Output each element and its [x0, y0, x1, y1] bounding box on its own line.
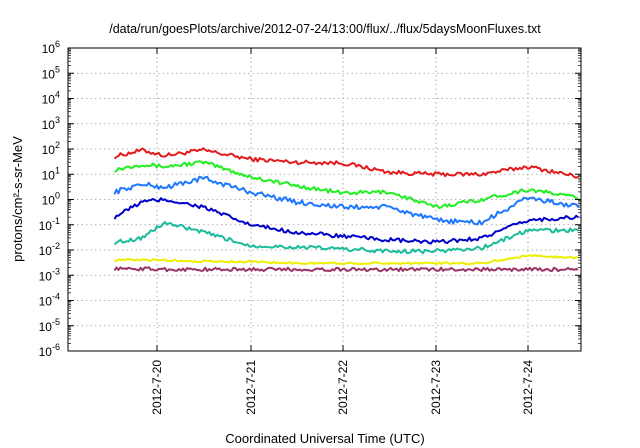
- y-tick-exponent: 1: [55, 165, 60, 175]
- y-tick-exponent: 5: [55, 64, 60, 74]
- y-tick-base: 10: [42, 42, 56, 56]
- y-tick-base: 10: [39, 244, 53, 258]
- x-tick-label: 2012-7-23: [429, 360, 443, 415]
- y-tick-exponent: -5: [52, 317, 60, 327]
- y-tick-base: 10: [39, 295, 53, 309]
- x-tick-label: 2012-7-20: [150, 360, 164, 415]
- x-axis-ticks: 2012-7-20 2012-7-21 2012-7-22 2012-7-23 2012…: [150, 48, 535, 415]
- y-tick-exponent: 3: [55, 115, 60, 125]
- y-tick-base: 10: [42, 143, 56, 157]
- y-tick-exponent: -1: [52, 216, 60, 226]
- y-axis-label: protons/cm²-s-sr-MeV: [10, 136, 25, 262]
- y-tick-label: 10-2: [39, 241, 60, 258]
- y-tick-label: 10-3: [39, 266, 60, 283]
- y-tick-exponent: 0: [55, 191, 60, 201]
- x-axis-label: Coordinated Universal Time (UTC): [225, 431, 424, 446]
- y-tick-base: 10: [39, 269, 53, 283]
- y-tick-exponent: 6: [55, 39, 60, 49]
- series-line: [114, 254, 579, 266]
- y-tick-exponent: -2: [52, 241, 60, 251]
- y-tick-base: 10: [42, 93, 56, 107]
- series-line: [113, 221, 579, 255]
- y-tick-label: 104: [42, 90, 60, 107]
- y-tick-exponent: -3: [52, 266, 60, 276]
- series-line: [113, 266, 579, 273]
- y-tick-base: 10: [42, 194, 56, 208]
- y-tick-label: 10-1: [39, 216, 60, 233]
- y-tick-base: 10: [39, 320, 53, 334]
- y-tick-base: 10: [42, 67, 56, 81]
- series-line: [113, 175, 580, 226]
- y-tick-base: 10: [42, 168, 56, 182]
- y-tick-label: 10-5: [39, 317, 60, 334]
- y-tick-exponent: 2: [55, 140, 60, 150]
- x-tick-label: 2012-7-22: [336, 360, 350, 415]
- y-tick-label: 10-4: [39, 292, 60, 309]
- y-tick-label: 106: [42, 39, 60, 56]
- y-tick-base: 10: [39, 219, 53, 233]
- x-tick-label: 2012-7-21: [244, 360, 258, 415]
- y-tick-label: 102: [42, 140, 60, 157]
- y-tick-base: 10: [42, 118, 56, 132]
- series-line: [113, 147, 579, 179]
- y-tick-label: 105: [42, 64, 60, 81]
- y-tick-label: 103: [42, 115, 60, 132]
- series-lines: [113, 147, 580, 273]
- y-tick-label: 10-6: [39, 342, 60, 359]
- y-axis-ticks: 10-610-510-410-310-210-11001011021031041…: [39, 39, 581, 359]
- y-tick-label: 101: [42, 165, 60, 182]
- y-tick-exponent: -4: [52, 292, 60, 302]
- chart-title: /data/run/goesPlots/archive/2012-07-24/1…: [109, 22, 541, 36]
- y-tick-exponent: -6: [52, 342, 60, 352]
- series-line: [114, 160, 579, 209]
- x-tick-label: 2012-7-24: [521, 360, 535, 415]
- series-line: [113, 197, 579, 245]
- y-tick-base: 10: [39, 345, 53, 359]
- y-tick-exponent: 4: [55, 90, 60, 100]
- y-tick-label: 100: [42, 191, 60, 208]
